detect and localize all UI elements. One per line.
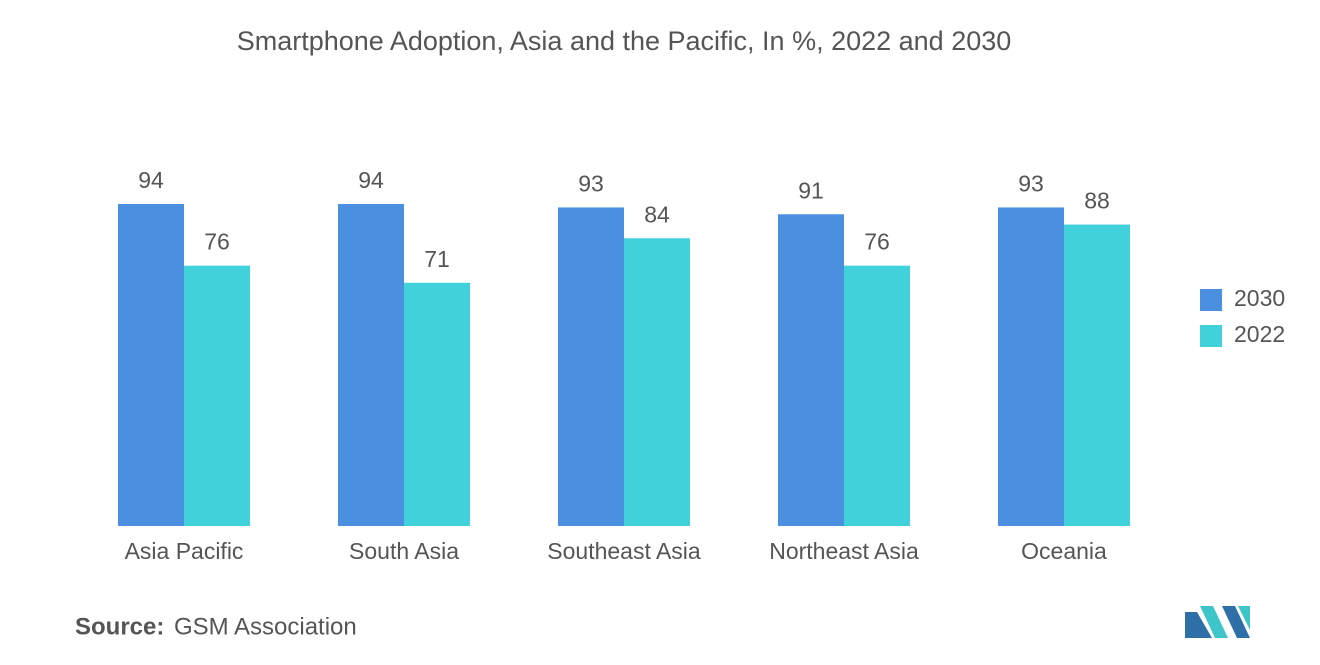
x-tick-label: Asia Pacific [125, 538, 244, 564]
bar [558, 207, 624, 526]
bar [624, 238, 690, 527]
bar [184, 265, 250, 526]
value-label: 93 [578, 171, 604, 197]
legend-swatch [1200, 289, 1222, 311]
bar [338, 204, 404, 526]
bar [998, 207, 1064, 526]
legend-label: 2022 [1234, 321, 1285, 347]
value-label: 76 [204, 229, 230, 255]
value-label: 88 [1084, 188, 1110, 214]
logo [1185, 606, 1250, 638]
bar [1064, 224, 1130, 526]
bar [404, 282, 470, 526]
legend-swatch [1200, 325, 1222, 347]
value-label: 93 [1018, 171, 1044, 197]
x-tick-label: Oceania [1021, 538, 1107, 564]
x-tick-label: Southeast Asia [547, 538, 701, 564]
value-label: 84 [644, 201, 670, 227]
value-label: 76 [864, 229, 890, 255]
legend-label: 2030 [1234, 285, 1285, 311]
value-label: 94 [358, 167, 384, 193]
x-tick-label: Northeast Asia [769, 538, 919, 564]
source-label: Source: [75, 613, 164, 640]
value-label: 91 [798, 177, 824, 203]
value-label: 71 [424, 246, 450, 272]
bar [844, 265, 910, 526]
source: GSM Association [174, 613, 357, 640]
value-label: 94 [138, 167, 164, 193]
bar [118, 204, 184, 526]
bar [778, 214, 844, 526]
chart-title: Smartphone Adoption, Asia and the Pacifi… [237, 26, 1012, 56]
x-tick-label: South Asia [349, 538, 459, 564]
